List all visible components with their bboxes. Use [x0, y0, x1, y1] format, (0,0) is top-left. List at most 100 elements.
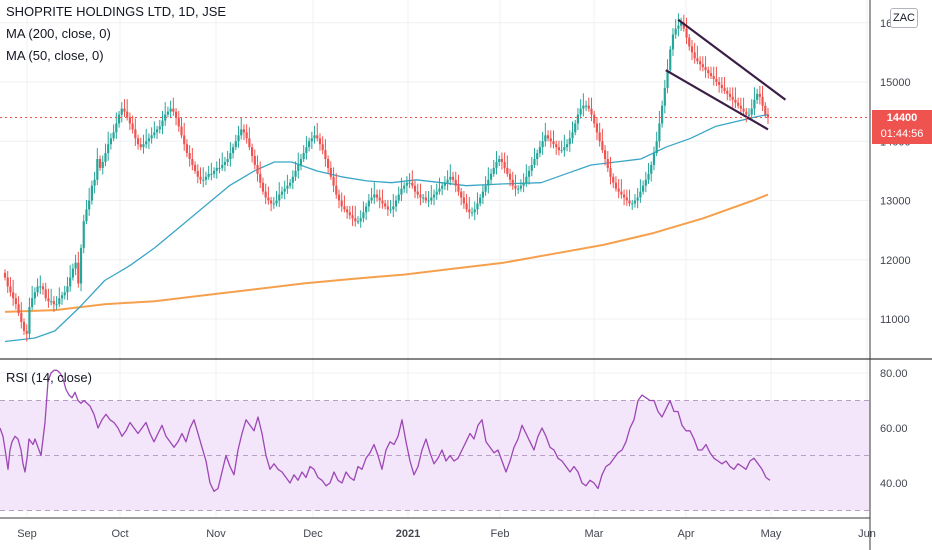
- candle-body: [153, 132, 156, 136]
- candle-body: [242, 129, 246, 133]
- candle-body: [90, 185, 93, 201]
- candle-body: [397, 194, 400, 201]
- candle-body: [6, 277, 9, 287]
- candle-body: [568, 138, 571, 145]
- candle-body: [88, 200, 91, 210]
- rsi-legend[interactable]: RSI (14, close): [6, 370, 92, 385]
- candle-body: [128, 117, 132, 124]
- candle-body: [601, 141, 604, 151]
- candle-body: [680, 22, 683, 26]
- candle-body: [3, 272, 7, 278]
- candle-body: [484, 185, 487, 192]
- countdown-timer: 01:44:56: [880, 127, 924, 140]
- rsi-axis[interactable]: 40.00 60.00 80.00: [880, 368, 908, 490]
- candle-body: [677, 25, 680, 29]
- candle-body: [389, 209, 392, 211]
- candle-body: [514, 185, 517, 189]
- candle-body: [718, 82, 721, 85]
- candle-body: [123, 108, 126, 112]
- candle-body: [199, 176, 202, 180]
- ma200-legend[interactable]: MA (200, close, 0): [6, 26, 111, 41]
- candle-body: [582, 105, 585, 109]
- candle-body: [356, 221, 360, 223]
- candle-body: [50, 301, 53, 303]
- candle-body: [294, 170, 297, 177]
- candle-body: [764, 105, 767, 115]
- candle-body: [492, 167, 495, 174]
- candle-body: [104, 153, 107, 162]
- candle-body: [498, 159, 501, 162]
- candle-body: [753, 99, 756, 109]
- rsi-path: [0, 369, 771, 492]
- candle-body: [302, 153, 305, 160]
- candle-body: [161, 120, 164, 127]
- candle-body: [291, 176, 294, 183]
- candle-body: [240, 129, 243, 136]
- candle-body: [633, 200, 637, 204]
- candle-body: [606, 159, 609, 168]
- candle-body: [552, 141, 555, 145]
- candle-body: [641, 185, 645, 192]
- candle-body: [704, 67, 707, 71]
- time-tick-label: Feb: [491, 528, 510, 540]
- candle-body: [126, 111, 129, 118]
- candle-body: [229, 153, 232, 160]
- candle-body: [47, 298, 50, 302]
- candle-body: [449, 176, 452, 180]
- candle-body: [60, 295, 64, 299]
- ma50-path: [4, 113, 769, 343]
- candle-body: [98, 159, 102, 168]
- candle-body: [63, 292, 66, 296]
- candle-body: [299, 159, 303, 165]
- time-tick-label: Apr: [677, 528, 694, 540]
- candle-body: [669, 49, 672, 71]
- candle-body: [278, 194, 281, 201]
- candle-body: [457, 185, 460, 192]
- candle-body: [117, 114, 121, 124]
- currency-badge[interactable]: ZAC: [890, 8, 918, 28]
- candle-body: [185, 144, 189, 154]
- rsi-tick-label: 80.00: [880, 368, 908, 380]
- candle-body: [508, 173, 512, 180]
- candle-body: [55, 304, 58, 306]
- candle-body: [734, 99, 737, 103]
- candle-body: [101, 161, 104, 168]
- candle-body: [579, 108, 582, 115]
- candle-body: [427, 200, 430, 202]
- candle-body: [272, 203, 275, 205]
- candle-body: [28, 307, 31, 334]
- price-tick-label: 11000: [880, 314, 910, 326]
- candle-body: [210, 173, 213, 175]
- candle-body: [563, 147, 566, 151]
- candle-body: [375, 194, 379, 198]
- candle-body: [699, 61, 702, 65]
- candle-body: [392, 206, 395, 210]
- candle-body: [394, 200, 398, 207]
- candle-body: [327, 159, 330, 168]
- time-tick-label: May: [761, 528, 782, 540]
- time-axis[interactable]: Sep Oct Nov Dec 2021 Feb Mar Apr May Jun: [17, 528, 876, 540]
- symbol-legend[interactable]: SHOPRITE HOLDINGS LTD, 1D, JSE: [6, 4, 227, 19]
- candle-body: [77, 262, 80, 284]
- candle-body: [386, 206, 389, 210]
- candle-body: [593, 114, 596, 124]
- candle-body: [82, 221, 85, 248]
- candle-body: [612, 176, 615, 183]
- candle-body: [745, 111, 748, 115]
- candle-body: [381, 200, 384, 204]
- candle-body: [758, 93, 761, 97]
- candle-body: [631, 203, 634, 205]
- candle-body: [682, 22, 685, 29]
- candle-body: [36, 286, 39, 293]
- time-tick-label: Dec: [303, 528, 323, 540]
- candle-body: [183, 135, 186, 145]
- candle-body: [435, 191, 438, 195]
- ma50-legend[interactable]: MA (50, close, 0): [6, 48, 104, 63]
- candle-body: [690, 46, 694, 53]
- candle-body: [22, 321, 26, 331]
- candle-body: [155, 129, 159, 133]
- candle-body: [739, 105, 742, 109]
- candle-body: [430, 197, 433, 201]
- candle-body: [147, 138, 151, 142]
